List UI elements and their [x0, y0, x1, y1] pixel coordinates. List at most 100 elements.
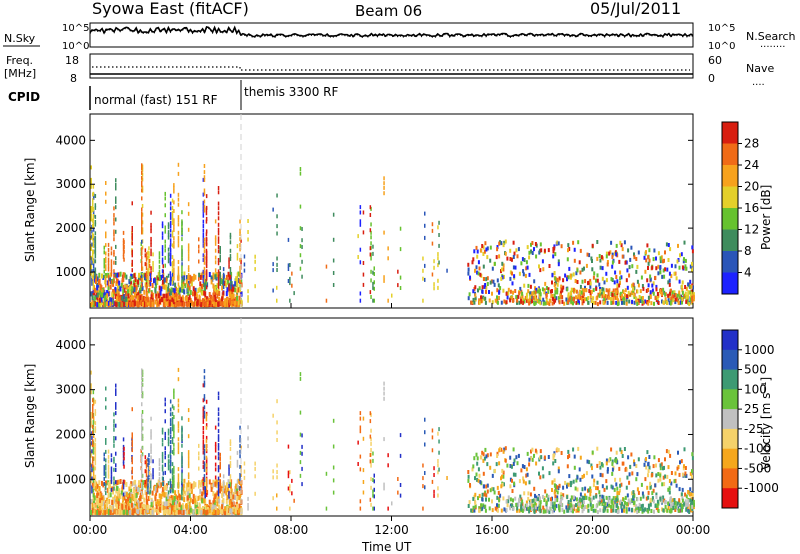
- velocity-cell: [685, 494, 688, 499]
- velocity-cell: [105, 440, 107, 445]
- velocity-cell: [213, 497, 216, 503]
- power-cell: [143, 296, 146, 302]
- velocity-cell: [205, 468, 208, 473]
- power-cell: [556, 277, 559, 282]
- velocity-cell: [554, 494, 557, 499]
- power-cell: [147, 282, 149, 287]
- velocity-cell: [276, 420, 278, 425]
- power-cell: [162, 293, 165, 299]
- velocity-cell: [236, 496, 239, 502]
- velocity-cell: [628, 507, 631, 512]
- power-cell: [209, 301, 212, 307]
- velocity-cell: [222, 487, 225, 492]
- power-cell: [372, 281, 374, 286]
- velocity-cell: [155, 490, 158, 496]
- power-cell: [601, 287, 604, 292]
- velocity-cell: [219, 489, 221, 494]
- power-cell: [139, 288, 142, 294]
- power-cell: [122, 278, 125, 282]
- velocity-cell: [156, 499, 159, 505]
- velocity-cell: [648, 455, 651, 459]
- velocity-cell: [185, 504, 188, 510]
- velocity-cell: [205, 493, 208, 497]
- velocity-cell: [161, 438, 164, 442]
- velocity-cell: [205, 399, 208, 404]
- power-cell: [227, 279, 229, 285]
- power-cell: [129, 285, 132, 291]
- power-cell: [610, 296, 612, 301]
- velocity-cell: [525, 500, 528, 505]
- power-cell: [189, 299, 192, 305]
- power-cell: [592, 288, 595, 293]
- power-cell: [359, 222, 362, 227]
- velocity-cell: [691, 474, 693, 479]
- velocity-cell: [530, 499, 532, 504]
- power-cell: [651, 283, 654, 288]
- power-cell: [177, 277, 180, 282]
- velocity-cell: [649, 497, 652, 502]
- velocity-cell: [109, 479, 112, 485]
- power-cell: [647, 255, 650, 260]
- power-cell: [525, 266, 528, 271]
- power-cell: [105, 297, 108, 303]
- velocity-cell: [173, 495, 176, 501]
- velocity-cell: [656, 504, 659, 508]
- power-cell: [144, 262, 147, 267]
- power-cell: [517, 294, 520, 299]
- power-cell: [174, 282, 177, 288]
- power-cell: [132, 299, 135, 305]
- velocity-cell: [609, 457, 612, 462]
- velocity-cell: [122, 482, 125, 487]
- power-cell: [507, 291, 510, 296]
- power-cell: [130, 281, 132, 287]
- velocity-cell: [205, 447, 208, 452]
- velocity-cell: [606, 508, 609, 513]
- velocity-cell: [560, 492, 563, 497]
- power-cell: [675, 276, 678, 281]
- velocity-cell: [132, 503, 135, 509]
- velocity-cell: [229, 507, 232, 513]
- velocity-cell: [210, 504, 213, 510]
- velocity-cell: [659, 466, 662, 471]
- velocity-cell: [166, 504, 169, 510]
- velocity-cell: [437, 459, 439, 463]
- power-cell: [214, 238, 217, 243]
- velocity-cell: [668, 486, 671, 491]
- velocity-cell: [141, 482, 143, 487]
- velocity-cell: [518, 479, 521, 484]
- velocity-cell: [553, 490, 556, 495]
- velocity-cell: [485, 454, 488, 459]
- velocity-cell: [369, 453, 372, 457]
- velocity-cell: [272, 475, 274, 480]
- power-cell: [141, 267, 143, 272]
- power-cell: [599, 265, 602, 270]
- power-cell: [231, 294, 234, 300]
- velocity-cell: [669, 453, 672, 458]
- velocity-cell: [470, 508, 473, 513]
- velocity-cell: [205, 463, 208, 468]
- power-cell: [676, 293, 679, 298]
- velocity-cell: [576, 475, 579, 480]
- power-cell: [193, 273, 196, 279]
- velocity-cell: [139, 508, 142, 514]
- velocity-cell: [119, 479, 122, 484]
- velocity-cell: [115, 436, 117, 441]
- velocity-cell: [175, 510, 178, 516]
- velocity-cell: [101, 480, 103, 486]
- power-cell: [632, 287, 635, 292]
- power-cell: [138, 272, 140, 278]
- velocity-cell: [680, 492, 683, 497]
- power-cell: [169, 244, 172, 249]
- power-cell: [627, 248, 630, 253]
- velocity-cell: [512, 498, 514, 503]
- velocity-cell: [422, 463, 424, 468]
- power-cell: [570, 295, 573, 300]
- power-cell: [580, 290, 583, 295]
- velocity-cell: [105, 386, 107, 391]
- velocity-cell: [217, 417, 220, 422]
- power-cell: [226, 287, 229, 293]
- velocity-cell: [484, 447, 487, 452]
- velocity-cell: [212, 491, 215, 497]
- velocity-cell: [92, 466, 95, 471]
- velocity-cell: [183, 478, 186, 484]
